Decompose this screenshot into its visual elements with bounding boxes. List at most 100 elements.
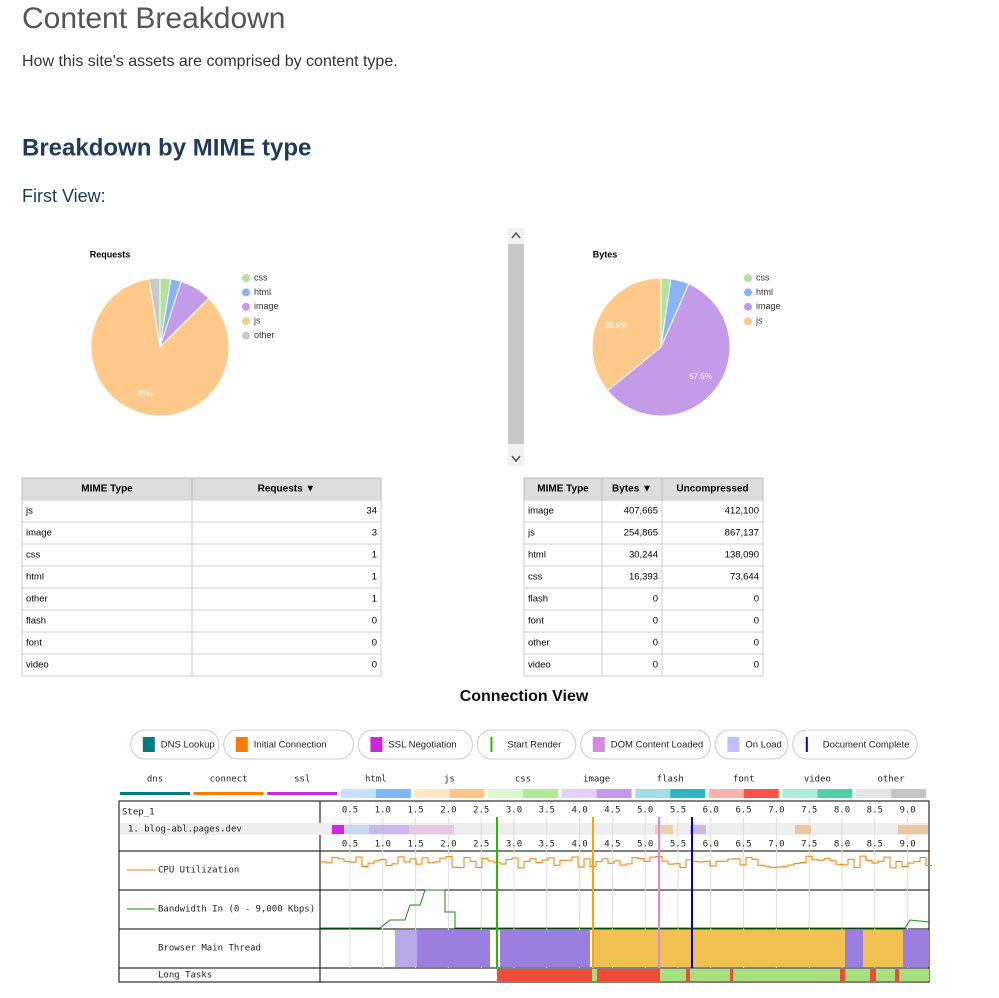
- table-cell-text: video: [528, 660, 551, 671]
- long-task-block: [497, 969, 592, 981]
- long-task-block: [597, 969, 660, 981]
- content-type-label: ssl: [294, 775, 310, 785]
- page-subtitle: How this site's assets are comprised by …: [22, 53, 398, 70]
- time-tick: 2.5: [473, 840, 489, 850]
- main-thread-label: Browser Main Thread: [158, 944, 261, 954]
- content-type-bar: [561, 789, 597, 798]
- time-tick: 6.5: [735, 806, 751, 816]
- table-cell-text: other: [528, 638, 550, 649]
- legend-pill: [357, 729, 473, 760]
- request-bar: [898, 825, 928, 834]
- time-tick: 7.5: [801, 806, 817, 816]
- table-cell-text: js: [527, 528, 535, 539]
- main-thread-block: [395, 930, 417, 967]
- content-type-bar: [267, 792, 338, 795]
- scroll-thumb[interactable]: [508, 244, 524, 444]
- content-type-bar: [596, 789, 632, 798]
- content-type-bar: [856, 789, 891, 798]
- legend-pill: [580, 729, 711, 760]
- scroll-down[interactable]: [511, 455, 521, 463]
- request-bar: [690, 825, 706, 834]
- request-bar: [409, 825, 454, 834]
- content-type-bar: [635, 789, 671, 798]
- table-cell: [191, 543, 382, 567]
- table-cell: [21, 499, 193, 523]
- request-bar: [344, 825, 369, 834]
- legend-pill: [792, 729, 918, 760]
- content-type-bar: [488, 789, 523, 798]
- table-cell: [21, 631, 193, 655]
- table-cell: [191, 631, 382, 655]
- legend-label: SSL Negotiation: [388, 740, 456, 751]
- scroll-up[interactable]: [511, 231, 521, 239]
- main-thread-block: [500, 930, 520, 967]
- table-cell-text: 0: [372, 638, 377, 649]
- time-tick: 0.5: [342, 840, 358, 850]
- content-type-bar: [449, 789, 485, 798]
- table-cell-text: 0: [372, 616, 377, 627]
- bandwidth-line: [320, 889, 930, 929]
- request-row-bg: [120, 823, 928, 835]
- table-cell-text: 30,244: [629, 550, 658, 561]
- legend-marker: [592, 737, 605, 752]
- pie-slice: [148, 277, 161, 348]
- content-type-bar: [414, 789, 450, 798]
- table-cell: [661, 653, 764, 677]
- time-tick: 2.0: [440, 806, 456, 816]
- legend-label: other: [254, 330, 275, 340]
- main-thread-block: [903, 930, 929, 967]
- time-tick: 3.5: [539, 806, 555, 816]
- content-type-label: image: [583, 775, 610, 785]
- content-type-bar: [708, 789, 744, 798]
- table-cell: [21, 609, 193, 633]
- long-task-block: [660, 969, 929, 981]
- time-tick: 1.0: [375, 806, 391, 816]
- cpu-label: CPU Utilization: [158, 866, 239, 876]
- table-cell-text: 0: [754, 660, 759, 671]
- legend-label: DNS Lookup: [161, 740, 215, 751]
- legend-label: css: [756, 272, 770, 282]
- table-cell-text: 0: [754, 594, 759, 605]
- legend-marker: [142, 737, 155, 752]
- table-cell-text: 0: [754, 638, 759, 649]
- legend-swatch: [744, 302, 752, 311]
- content-type-bar: [375, 789, 411, 798]
- main-thread-block: [417, 930, 490, 967]
- time-tick: 9.0: [899, 806, 915, 816]
- table-cell: [191, 499, 382, 523]
- time-tick: 8.5: [867, 806, 883, 816]
- table-cell: [661, 631, 764, 655]
- scrollbar[interactable]: [508, 228, 524, 466]
- page-title: Content Breakdown: [22, 2, 286, 35]
- table-header: Uncompressed: [676, 484, 748, 495]
- table-header: MIME Type: [537, 484, 589, 495]
- section-title: Breakdown by MIME type: [22, 134, 311, 161]
- request-label: 1. blog-abl.pages.dev: [128, 825, 242, 835]
- table-cell: [191, 609, 382, 633]
- table-cell-text: 138,090: [725, 550, 759, 561]
- time-tick: 5.5: [670, 806, 686, 816]
- legend-swatch: [744, 317, 752, 326]
- legend-label: js: [253, 316, 261, 326]
- time-tick: 1.5: [407, 806, 423, 816]
- legend-label: css: [254, 272, 268, 282]
- table-cell-text: js: [25, 506, 33, 517]
- content-type-bar: [523, 789, 558, 798]
- legend-swatch: [242, 302, 250, 311]
- table-cell: [191, 565, 382, 589]
- time-tick: 7.0: [768, 806, 784, 816]
- table-cell-text: 1: [372, 594, 377, 605]
- table-header: MIME Type: [81, 484, 133, 495]
- table-cell-text: css: [528, 572, 543, 583]
- table-cell-text: 34: [366, 506, 377, 517]
- chart-title: Requests: [90, 249, 131, 259]
- time-tick: 8.0: [834, 840, 850, 850]
- long-task-block: [840, 969, 845, 981]
- table-cell-text: css: [26, 550, 41, 561]
- table-cell: [191, 653, 382, 677]
- time-tick: 3.0: [506, 806, 522, 816]
- legend-label: image: [254, 301, 279, 311]
- chart-title: Bytes: [593, 249, 618, 259]
- slice-label: 35.9%: [605, 321, 628, 330]
- content-type-bar: [743, 789, 779, 798]
